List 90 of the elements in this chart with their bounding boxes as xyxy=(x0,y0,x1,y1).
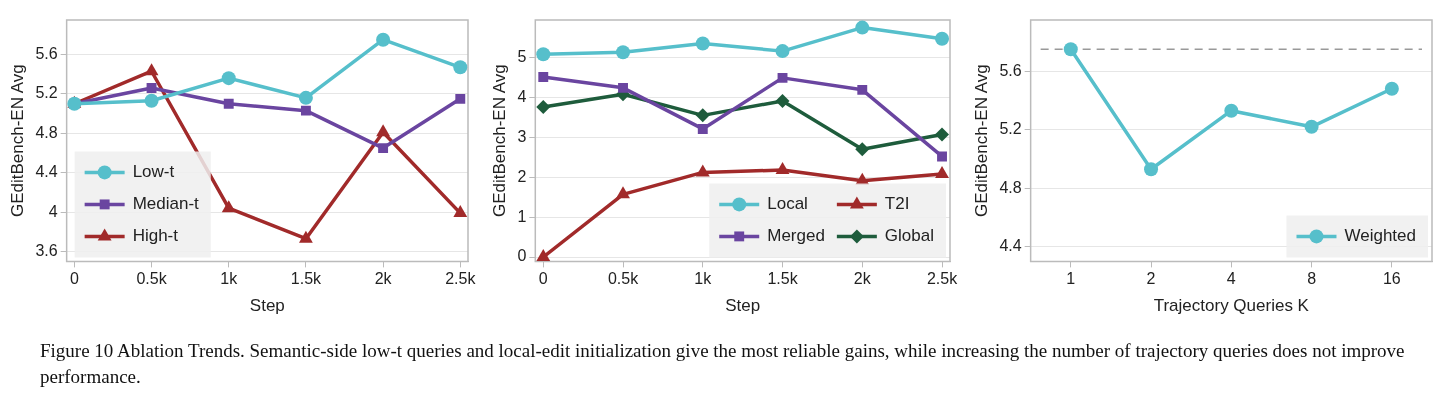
legend-label: Merged xyxy=(767,226,825,246)
y-tick-label: 4 xyxy=(517,87,527,105)
point xyxy=(695,36,710,51)
x-axis-title: Trajectory Queries K xyxy=(1153,296,1310,316)
x-tick-label: 0 xyxy=(538,270,548,288)
point xyxy=(616,45,631,60)
x-tick-label: 4 xyxy=(1226,270,1236,288)
point xyxy=(937,151,947,162)
x-tick-label: 8 xyxy=(1307,270,1317,288)
legend-label: Global xyxy=(884,226,934,246)
x-tick-label: 2.5k xyxy=(445,270,477,288)
point xyxy=(1384,81,1399,96)
y-axis-title: GEditBench-EN Avg xyxy=(489,64,509,218)
y-tick-label: 4.8 xyxy=(35,123,58,141)
x-tick-label: 1k xyxy=(694,270,713,288)
point xyxy=(1304,119,1319,134)
point xyxy=(221,71,236,86)
x-tick-label: 1 xyxy=(1066,270,1076,288)
legend-label: Weighted xyxy=(1344,226,1416,246)
point xyxy=(536,249,551,262)
x-tick-label: 2k xyxy=(374,270,393,288)
x-tick-label: 0.5k xyxy=(136,270,168,288)
point xyxy=(376,32,391,47)
point xyxy=(453,60,468,75)
point xyxy=(300,105,311,116)
point xyxy=(1144,162,1159,177)
point xyxy=(146,83,157,93)
y-tick-label: 5.2 xyxy=(999,120,1022,138)
x-tick-label: 1k xyxy=(220,270,239,288)
point xyxy=(536,99,551,114)
y-tick-label: 4 xyxy=(48,202,58,220)
point xyxy=(855,142,870,157)
x-tick-label: 1.5k xyxy=(767,270,799,288)
y-tick-label: 1 xyxy=(517,207,527,225)
y-tick-label: 5.6 xyxy=(35,44,58,62)
point xyxy=(455,93,466,104)
legend-label: Median-t xyxy=(132,194,200,214)
point xyxy=(855,20,870,35)
point xyxy=(935,127,950,142)
point xyxy=(223,98,234,109)
point xyxy=(144,63,159,76)
x-tick-label: 2.5k xyxy=(926,270,959,288)
legend-label: Local xyxy=(767,194,808,214)
y-tick-label: 3 xyxy=(517,127,527,145)
y-axis-title: GEditBench-EN Avg xyxy=(7,64,27,218)
x-tick-label: 16 xyxy=(1382,270,1401,288)
x-tick-label: 1.5k xyxy=(290,270,323,288)
point xyxy=(536,47,551,62)
point xyxy=(777,72,788,83)
x-tick-label: 0 xyxy=(69,270,79,288)
point xyxy=(697,123,708,134)
x-tick-label: 0.5k xyxy=(607,270,640,288)
point xyxy=(221,200,236,213)
y-tick-label: 5 xyxy=(517,47,527,65)
point xyxy=(695,164,710,177)
y-tick-label: 0 xyxy=(517,247,527,265)
point xyxy=(695,108,710,123)
y-tick-label: 4.4 xyxy=(999,237,1022,255)
y-tick-label: 4.8 xyxy=(999,178,1022,196)
legend-label: Low-t xyxy=(132,162,175,182)
y-tick-label: 5.2 xyxy=(35,84,58,102)
point xyxy=(298,90,313,105)
legend-label: T2I xyxy=(884,194,910,214)
caption: Figure 10 Ablation Trends. Semantic-side low-t queries and local-edit initialization give the most reliable gains, while increasing the number of trajectory queries does not improve performance. xyxy=(40,339,1406,389)
point xyxy=(376,124,391,137)
point xyxy=(935,31,950,46)
point xyxy=(1063,42,1078,57)
point xyxy=(857,84,868,95)
y-tick-label: 5.6 xyxy=(999,61,1022,79)
point xyxy=(298,230,313,243)
point xyxy=(935,166,949,179)
x-axis-title: Step xyxy=(725,296,761,316)
point xyxy=(453,205,468,218)
y-axis-title: GEditBench-EN Avg xyxy=(971,64,991,218)
point xyxy=(538,72,549,83)
point xyxy=(1224,103,1239,118)
legend-label: High-t xyxy=(132,226,179,246)
x-tick-label: 2k xyxy=(853,270,872,288)
point xyxy=(616,186,630,199)
y-tick-label: 3.6 xyxy=(35,241,58,259)
y-tick-label: 2 xyxy=(517,167,527,185)
point xyxy=(378,143,389,154)
x-tick-label: 2 xyxy=(1146,270,1156,288)
point xyxy=(144,93,159,108)
x-axis-title: Step xyxy=(249,296,285,316)
point xyxy=(618,82,628,93)
point xyxy=(775,94,790,108)
y-tick-label: 4.4 xyxy=(35,163,58,181)
point xyxy=(775,162,790,175)
point xyxy=(775,44,790,59)
